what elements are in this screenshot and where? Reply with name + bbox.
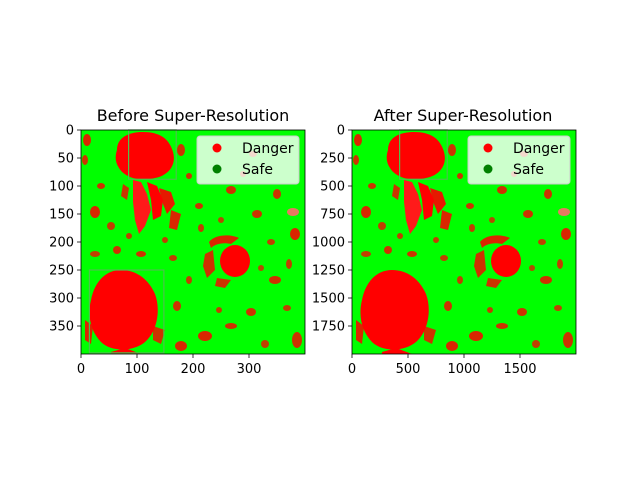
after-y-tick-label: 1500 xyxy=(312,292,345,307)
before-legend-safe-marker xyxy=(212,164,222,174)
before-x-ticks: 0 100 200 300 xyxy=(77,354,262,377)
before-y-tick-label: 150 xyxy=(49,208,74,223)
after-x-tick-label: 1500 xyxy=(503,362,536,377)
after-x-tick-label: 500 xyxy=(396,362,421,377)
before-legend-danger-marker xyxy=(212,143,222,153)
after-y-tick-label: 750 xyxy=(320,208,345,223)
after-legend-danger-marker xyxy=(483,143,493,153)
after-legend-danger-label: Danger xyxy=(513,141,565,157)
after-panel: After Super-Resolution 0 500 1000 1500 0 250… xyxy=(312,106,577,377)
before-x-tick-label: 300 xyxy=(237,362,262,377)
after-title: After Super-Resolution xyxy=(374,106,553,125)
before-y-ticks: 0 50 100 150 200 250 300 350 xyxy=(49,124,81,335)
before-panel: Before Super-Resolution 0 100 200 300 0 50 10… xyxy=(49,106,306,377)
after-legend-frame xyxy=(467,135,571,185)
before-title: Before Super-Resolution xyxy=(97,106,290,125)
after-y-tick-label: 0 xyxy=(337,124,345,139)
before-y-tick-label: 250 xyxy=(49,264,74,279)
before-y-tick-label: 200 xyxy=(49,236,74,251)
before-highlight-box xyxy=(88,269,165,354)
after-y-tick-label: 250 xyxy=(320,152,345,167)
after-legend-safe-marker xyxy=(483,164,493,174)
before-y-tick-label: 100 xyxy=(49,180,74,195)
before-x-tick-label: 100 xyxy=(125,362,150,377)
before-y-tick-label: 50 xyxy=(57,152,74,167)
before-y-tick-label: 300 xyxy=(49,292,74,307)
after-y-tick-label: 1250 xyxy=(312,264,345,279)
after-y-tick-label: 500 xyxy=(320,180,345,195)
before-x-tick-label: 200 xyxy=(181,362,206,377)
before-y-tick-label: 350 xyxy=(49,320,74,335)
before-x-tick-label: 0 xyxy=(77,362,85,377)
after-legend: Danger Safe xyxy=(467,135,571,185)
after-y-tick-label: 1750 xyxy=(312,320,345,335)
after-x-ticks: 0 500 1000 1500 xyxy=(348,354,537,377)
after-y-ticks: 0 250 500 750 1000 1250 1500 1750 xyxy=(312,124,352,335)
before-legend-danger-label: Danger xyxy=(242,141,294,157)
after-x-tick-label: 0 xyxy=(348,362,356,377)
before-legend-frame xyxy=(196,135,300,185)
after-y-tick-label: 1000 xyxy=(312,236,345,251)
after-x-tick-label: 1000 xyxy=(447,362,480,377)
before-legend: Danger Safe xyxy=(196,135,300,185)
after-legend-safe-label: Safe xyxy=(513,162,544,178)
before-legend-safe-label: Safe xyxy=(242,162,273,178)
before-y-tick-label: 0 xyxy=(66,124,74,139)
